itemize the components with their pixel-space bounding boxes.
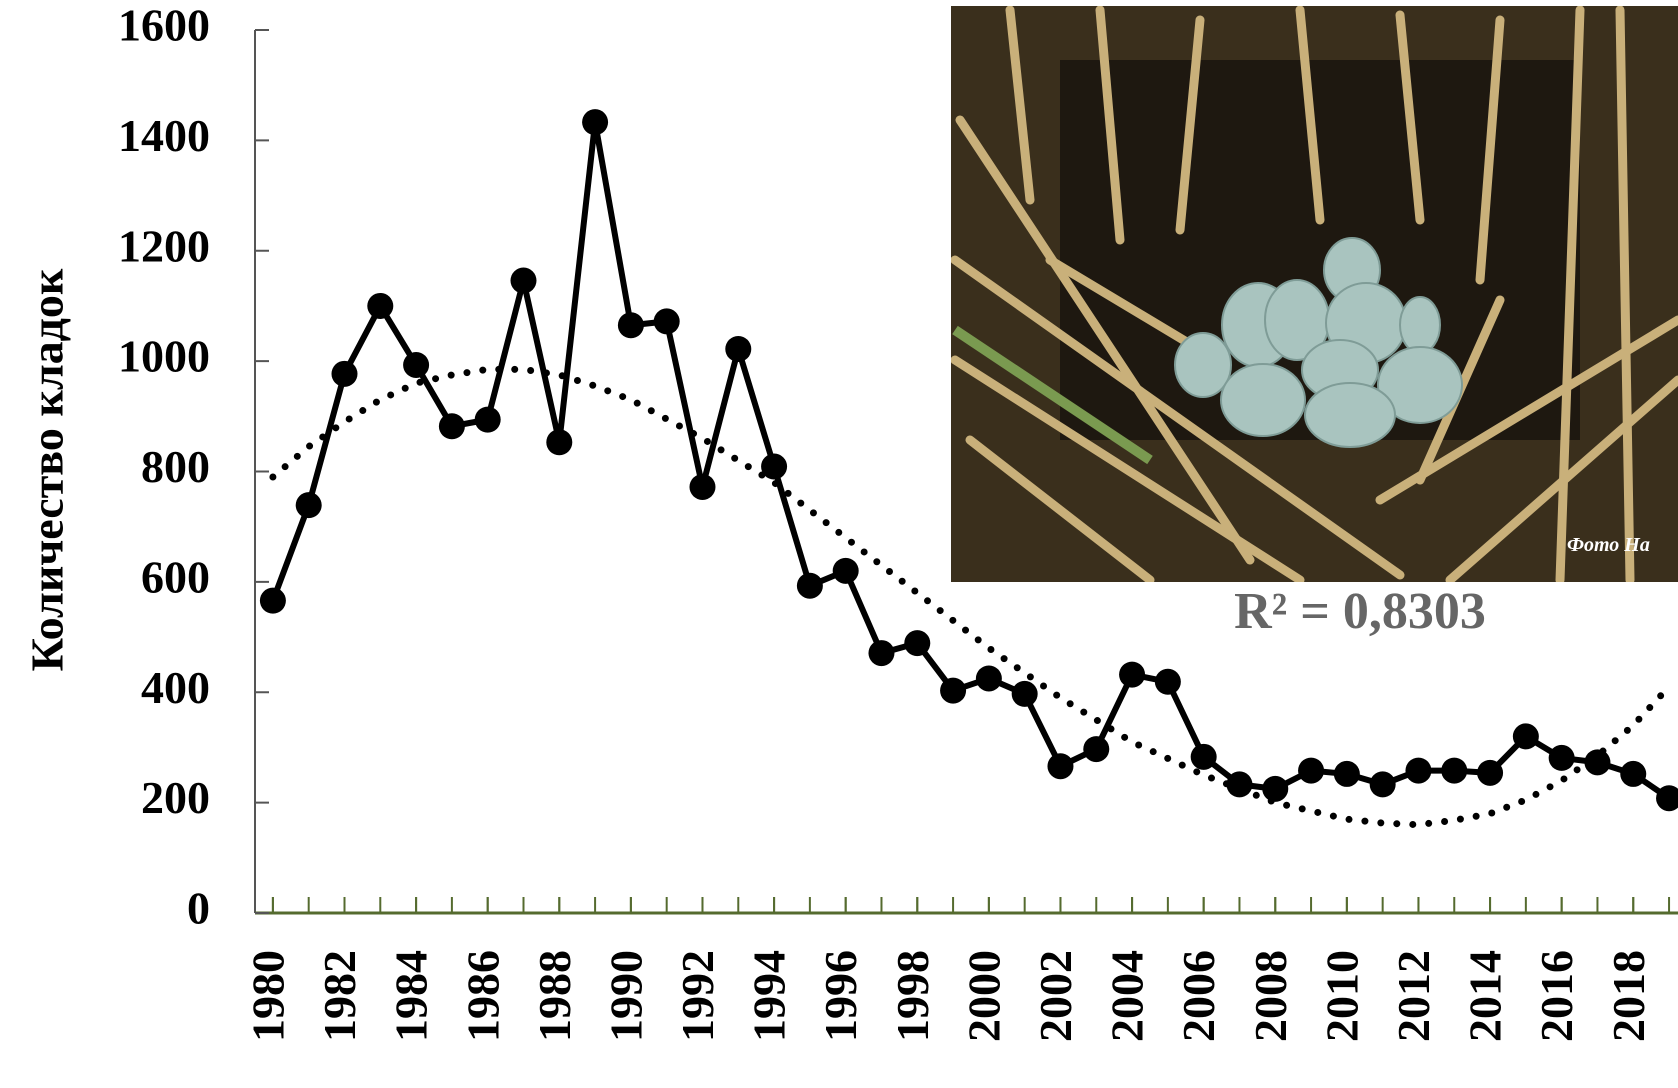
data-point (1119, 662, 1145, 688)
data-point (1370, 771, 1396, 797)
data-point (1083, 736, 1109, 762)
x-tick-label: 1986 (457, 950, 508, 1042)
data-point (833, 558, 859, 584)
data-point (1549, 745, 1575, 771)
data-point (1047, 753, 1073, 779)
x-tick-label: 2012 (1388, 950, 1439, 1042)
x-tick-label: 2000 (958, 950, 1009, 1042)
data-point (582, 109, 608, 135)
data-point (1012, 681, 1038, 707)
data-point (1405, 758, 1431, 784)
x-tick-label: 1984 (386, 950, 437, 1042)
x-tick-label: 1998 (887, 950, 938, 1042)
x-tick-label: 1992 (672, 950, 723, 1042)
x-tick-label: 1980 (242, 950, 293, 1042)
data-point (1191, 744, 1217, 770)
x-tick-label: 2002 (1030, 950, 1081, 1042)
data-point (1155, 669, 1181, 695)
data-point (904, 630, 930, 656)
data-point (546, 429, 572, 455)
chart: 0 200 400 600 800 1000 1200 1400 1600 1980 1982 198… (0, 0, 1678, 1088)
data-point (1584, 749, 1610, 775)
data-point (1477, 760, 1503, 786)
data-point (403, 352, 429, 378)
x-tick-label: 1994 (744, 950, 795, 1042)
y-tick-label: 800 (141, 441, 210, 492)
x-tick-label: 1982 (314, 950, 365, 1042)
data-point (367, 293, 393, 319)
x-tick-label: 1990 (600, 950, 651, 1042)
data-point (797, 573, 823, 599)
data-point (331, 361, 357, 387)
data-point (976, 665, 1002, 691)
y-tick-label: 1600 (118, 0, 210, 51)
data-point (260, 588, 286, 614)
data-point (475, 407, 501, 433)
y-tick-label: 600 (141, 551, 210, 602)
data-point (654, 308, 680, 334)
y-axis-label: Количество кладок (22, 268, 73, 671)
x-tick-label: 1996 (815, 950, 866, 1042)
y-tick-label: 1400 (118, 110, 210, 161)
x-tick-label: 1988 (529, 950, 580, 1042)
x-tick-label: 2014 (1460, 950, 1511, 1042)
x-tick-label: 2010 (1316, 950, 1367, 1042)
data-point (725, 336, 751, 362)
y-tick-label: 1200 (118, 220, 210, 271)
data-point (1513, 723, 1539, 749)
data-point (1226, 771, 1252, 797)
x-tick-label: 2018 (1603, 950, 1654, 1042)
data-point (439, 413, 465, 439)
x-tick-label: 2004 (1102, 950, 1153, 1042)
x-tick-label: 2006 (1173, 950, 1224, 1042)
y-tick-label: 200 (141, 772, 210, 823)
data-point (689, 474, 715, 500)
data-point (1441, 758, 1467, 784)
data-point (868, 640, 894, 666)
data-point (296, 492, 322, 518)
photo-caption: Фото На (1567, 534, 1650, 556)
data-point (510, 268, 536, 294)
data-point (940, 678, 966, 704)
data-point (1298, 758, 1324, 784)
x-tick-label: 2008 (1245, 950, 1296, 1042)
data-point (1334, 761, 1360, 787)
data-point (618, 312, 644, 338)
data-point (1620, 761, 1646, 787)
y-tick-label: 1000 (118, 331, 210, 382)
x-tick-label: 2016 (1531, 950, 1582, 1042)
annotation: R² = 0,8303 (1234, 583, 1486, 640)
y-tick-label: 400 (141, 662, 210, 713)
data-point (1262, 776, 1288, 802)
data-point (761, 454, 787, 480)
photo: Фото На (951, 6, 1678, 582)
y-tick-label: 0 (187, 883, 210, 934)
